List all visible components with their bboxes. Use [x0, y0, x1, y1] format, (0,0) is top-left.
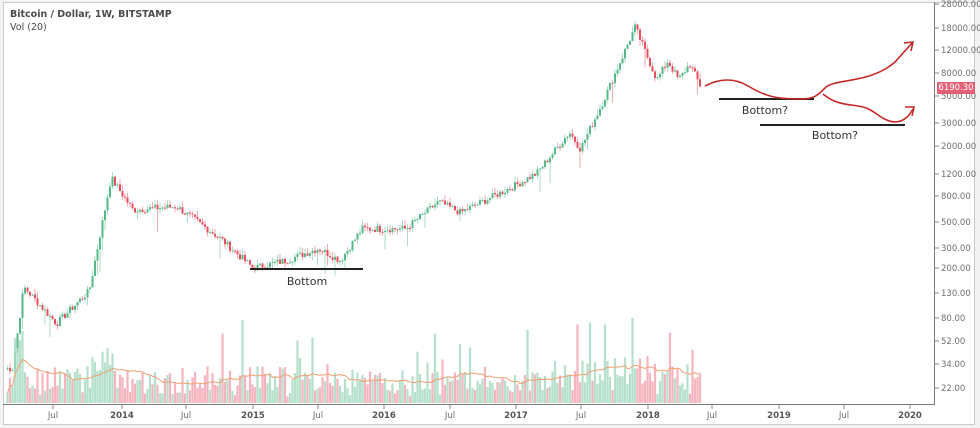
- x-tick-label: 2016: [372, 411, 396, 421]
- y-tick-label: 52.00: [941, 337, 965, 347]
- y-tick-label: 1200.00: [941, 170, 976, 180]
- x-tick-label: Jul: [575, 411, 586, 421]
- y-tick-label: 800.00: [941, 192, 971, 202]
- y-tick-label: 28000.00: [941, 0, 980, 10]
- x-tick-label: Jul: [180, 411, 191, 421]
- x-tick-label: Jul: [444, 411, 455, 421]
- candlesticks[interactable]: [6, 20, 702, 375]
- x-tick-label: 2017: [504, 411, 528, 421]
- downside-projection: [822, 93, 914, 123]
- annotations[interactable]: Bottom Bottom? Bottom?: [250, 98, 905, 288]
- x-tick-label: Jul: [838, 411, 849, 421]
- x-axis[interactable]: Jul 2014 Jul 2015 Jul 2016 Jul 2017 Jul 2018 Jul 20…: [47, 405, 922, 421]
- plot-area[interactable]: [3, 2, 935, 405]
- y-tick-label: 2000.00: [941, 142, 976, 152]
- x-tick-label: Jul: [47, 411, 58, 421]
- y-tick-label: 300.00: [941, 244, 971, 254]
- x-tick-label: 2018: [636, 411, 660, 421]
- symbol-title: Bitcoin / Dollar, 1W, BITSTAMP: [10, 9, 172, 20]
- last-price-tag: 6190.30: [937, 82, 975, 94]
- arrow-head-icon: [905, 106, 915, 117]
- arrow-head-icon: [903, 41, 915, 52]
- x-tick-label: Jul: [312, 411, 323, 421]
- y-tick-label: 3000.00: [941, 119, 976, 129]
- x-tick-label: Jul: [706, 411, 717, 421]
- chart-frame: [3, 2, 975, 425]
- x-tick-label: 2020: [898, 411, 922, 421]
- x-tick-label: 2014: [110, 411, 134, 421]
- y-tick-label: 130.00: [941, 289, 971, 299]
- y-tick-label: 8000.00: [941, 69, 976, 79]
- chart-legend: Bitcoin / Dollar, 1W, BITSTAMP Vol (20): [10, 8, 172, 34]
- volume-indicator-label: Vol (20): [10, 22, 47, 33]
- volume-bars[interactable]: [6, 318, 702, 403]
- y-tick-label: 34.00: [941, 360, 965, 370]
- support-label: Bottom: [287, 275, 327, 288]
- y-tick-label: 18000.00: [941, 24, 980, 34]
- y-tick-label: 500.00: [941, 218, 971, 228]
- support-label: Bottom?: [812, 129, 858, 142]
- y-tick-label: 200.00: [941, 264, 971, 274]
- support-label: Bottom?: [742, 104, 788, 117]
- y-axis[interactable]: 28000.00 18000.00 12000.00 8000.00 5000.00 30…: [935, 0, 980, 394]
- y-tick-label: 80.00: [941, 314, 965, 324]
- x-tick-label: 2019: [767, 411, 791, 421]
- y-tick-label: 5000.00: [941, 92, 976, 102]
- volume-ma-line: [7, 358, 700, 394]
- y-tick-label: 12000.00: [941, 46, 980, 56]
- projection-arrows[interactable]: [704, 41, 915, 123]
- x-tick-label: 2015: [241, 411, 265, 421]
- y-tick-label: 22.00: [941, 384, 965, 394]
- upside-projection: [704, 42, 913, 100]
